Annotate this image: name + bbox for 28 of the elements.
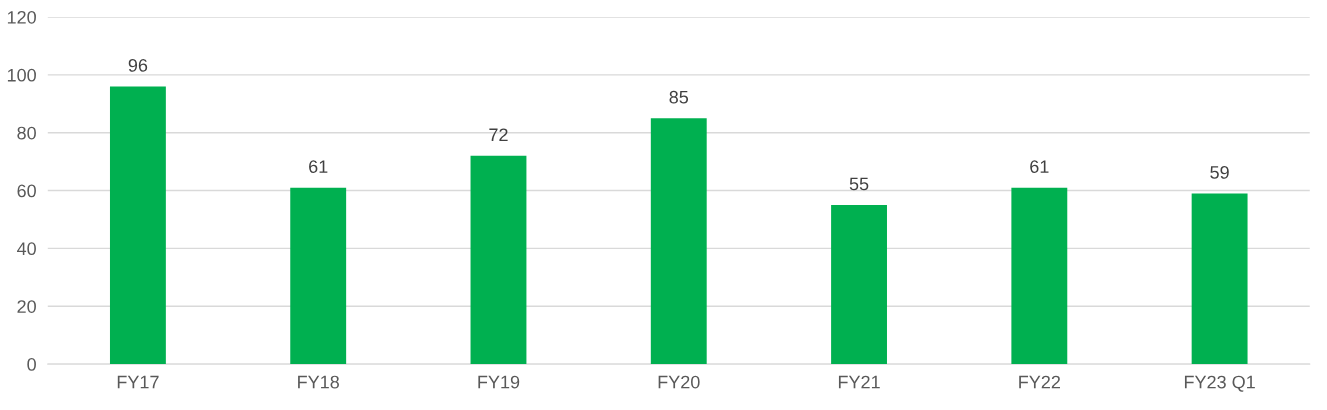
data-label: 61 <box>1030 160 1049 173</box>
bar <box>1191 193 1248 365</box>
y-tick-label: 120 <box>7 10 36 24</box>
y-tick-label: 0 <box>27 358 36 371</box>
y-tick-label: 100 <box>7 68 36 82</box>
y-tick-label: 80 <box>17 126 36 140</box>
data-label: 96 <box>128 58 148 72</box>
bar <box>290 187 347 365</box>
y-tick-label: 40 <box>16 242 36 256</box>
bar <box>831 205 887 365</box>
x-tick-label: FY23 Q1 <box>1184 375 1255 392</box>
bar <box>1011 187 1068 365</box>
data-label: 72 <box>489 128 508 141</box>
data-label: 55 <box>849 177 869 191</box>
x-tick-label: FY17 <box>117 375 159 389</box>
bar <box>109 86 166 365</box>
x-tick-label: FY18 <box>298 375 339 389</box>
data-label: 61 <box>309 160 328 173</box>
x-tick-label: FY19 <box>478 375 520 389</box>
bar <box>470 155 527 365</box>
x-tick-label: FY21 <box>838 375 880 389</box>
y-tick-label: 20 <box>17 300 36 313</box>
y-tick-label: 60 <box>17 184 36 198</box>
data-label: 59 <box>1210 165 1229 179</box>
x-tick-label: FY20 <box>658 375 700 389</box>
x-tick-label: FY22 <box>1019 375 1060 389</box>
data-label: 85 <box>669 90 689 104</box>
bar <box>650 118 707 365</box>
